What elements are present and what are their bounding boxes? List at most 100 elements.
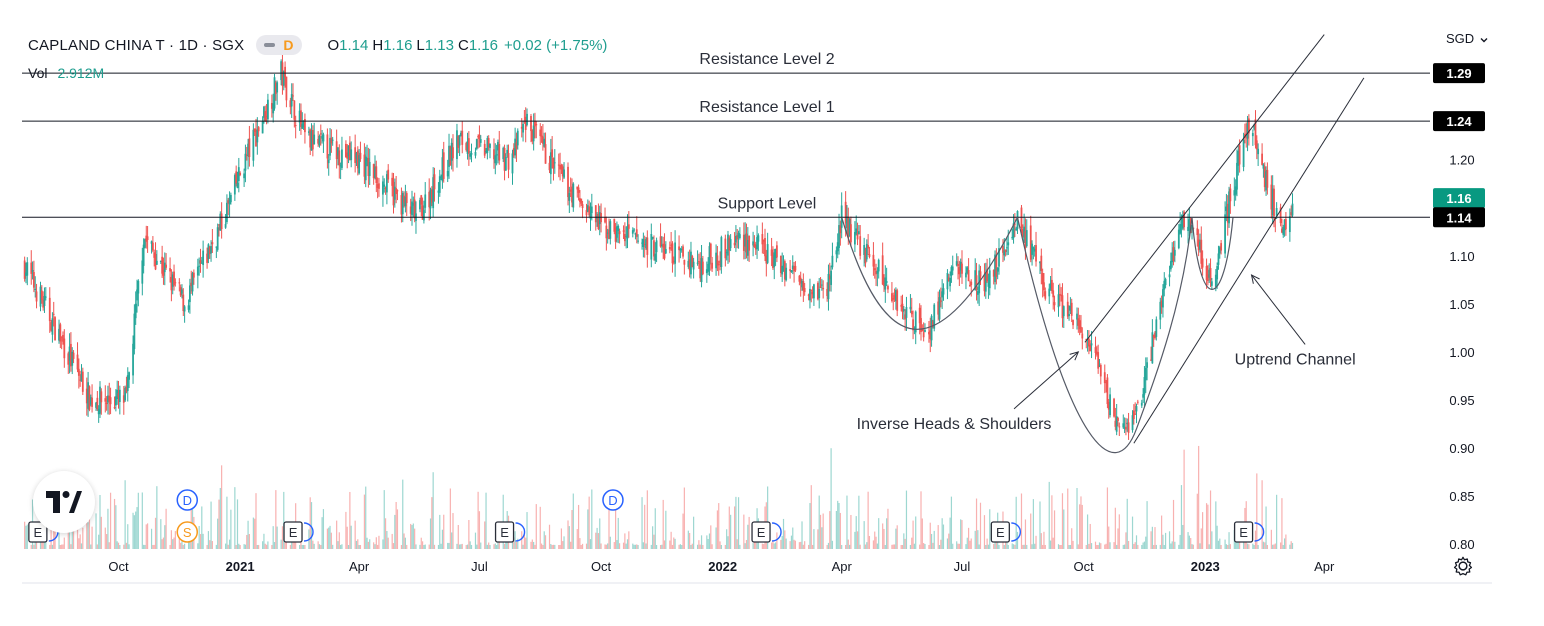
volume-bar bbox=[1117, 528, 1119, 549]
channel-line-1[interactable] bbox=[1133, 77, 1365, 444]
candle-body bbox=[1197, 239, 1200, 251]
candle-body bbox=[1085, 338, 1088, 340]
volume-bar bbox=[1016, 531, 1019, 549]
candle-body bbox=[235, 171, 238, 184]
candle-body bbox=[1275, 207, 1278, 216]
candle-body bbox=[1134, 413, 1137, 415]
volume-bar bbox=[798, 542, 800, 549]
candle-body bbox=[831, 255, 834, 268]
volume-bar bbox=[736, 539, 738, 549]
earnings-event-icon[interactable] bbox=[494, 521, 515, 543]
candle-body bbox=[330, 137, 333, 144]
volume-bar bbox=[949, 517, 951, 549]
candle-body bbox=[1187, 226, 1189, 232]
dividend-event-icon[interactable] bbox=[176, 489, 199, 511]
volume-bar bbox=[599, 518, 601, 549]
candle-body bbox=[995, 255, 998, 277]
split-event-icon[interactable] bbox=[176, 521, 199, 543]
candle-body bbox=[1115, 416, 1118, 432]
volume-bar bbox=[100, 516, 102, 549]
volume-bar bbox=[763, 544, 765, 549]
volume-bar bbox=[70, 544, 72, 549]
price-badge bbox=[1433, 188, 1485, 209]
volume-bar bbox=[715, 527, 717, 549]
volume-bar bbox=[82, 527, 84, 549]
volume-bar bbox=[503, 543, 506, 549]
candle-body bbox=[71, 351, 74, 366]
candle-body bbox=[438, 176, 441, 193]
volume-bar bbox=[909, 544, 912, 549]
candle-body bbox=[1049, 283, 1052, 289]
volume-bar bbox=[696, 544, 699, 549]
volume-bar bbox=[773, 543, 775, 549]
currency-label: SGD bbox=[1446, 31, 1475, 46]
volume-bar bbox=[634, 544, 637, 549]
candle-body bbox=[1007, 242, 1010, 246]
candle-body bbox=[572, 183, 575, 208]
candle-body bbox=[820, 284, 823, 286]
dividend-event-icon[interactable] bbox=[602, 489, 624, 511]
candle-body bbox=[627, 224, 630, 229]
tradingview-logo-icon[interactable] bbox=[33, 471, 95, 533]
volume-bar bbox=[202, 533, 204, 549]
candle-body bbox=[200, 262, 203, 264]
x-tick-label: Apr bbox=[832, 559, 853, 574]
candle-body bbox=[1089, 344, 1092, 352]
candle-body bbox=[448, 145, 450, 167]
market-status-pill[interactable]: D bbox=[256, 35, 302, 55]
candle-body bbox=[1076, 313, 1078, 320]
volume-bar bbox=[587, 509, 589, 549]
earnings-event-icon[interactable] bbox=[1233, 521, 1254, 543]
volume-bar bbox=[125, 542, 128, 549]
candle-body bbox=[892, 298, 895, 300]
gear-icon[interactable] bbox=[1452, 555, 1474, 577]
volume-bar bbox=[929, 522, 931, 549]
high-label: H bbox=[372, 36, 384, 54]
volume-bar bbox=[1142, 542, 1144, 549]
volume-bar bbox=[597, 533, 600, 549]
candle-body bbox=[1053, 302, 1056, 306]
volume-bar bbox=[1043, 531, 1045, 549]
candle-body bbox=[840, 205, 843, 228]
candle-body bbox=[413, 199, 416, 219]
candle-body bbox=[247, 143, 249, 157]
volume-bar bbox=[243, 544, 245, 549]
candle-body bbox=[1002, 246, 1004, 253]
close-value: 1.16 bbox=[468, 36, 499, 54]
candle-body bbox=[1151, 332, 1154, 364]
volume-bar bbox=[1291, 542, 1294, 549]
candle-body bbox=[1109, 394, 1111, 416]
channel-line-0[interactable] bbox=[1084, 34, 1325, 343]
candle-body bbox=[393, 186, 396, 200]
volume-bar bbox=[246, 534, 248, 549]
volume-bar bbox=[248, 534, 250, 549]
candle-body bbox=[515, 142, 518, 149]
symbol-title[interactable]: CAPLAND CHINA T · 1D · SGX bbox=[28, 36, 245, 54]
candle-body bbox=[1168, 274, 1171, 278]
volume-bar bbox=[217, 518, 219, 549]
candle-body bbox=[994, 254, 996, 282]
volume-bar bbox=[1023, 544, 1025, 549]
volume-bar bbox=[87, 522, 89, 549]
dividend-edge-icon bbox=[1254, 522, 1265, 542]
volume-bar bbox=[1068, 544, 1070, 549]
volume-bar bbox=[1248, 544, 1250, 549]
candle-body bbox=[485, 150, 487, 152]
volume-bar bbox=[774, 542, 777, 549]
candle-body bbox=[228, 197, 231, 205]
volume-bar bbox=[433, 544, 436, 549]
candle-body bbox=[68, 346, 71, 361]
earnings-event-icon[interactable] bbox=[28, 521, 48, 543]
earnings-event-icon[interactable] bbox=[283, 521, 303, 543]
candle-body bbox=[396, 190, 399, 192]
volume-bar bbox=[116, 541, 118, 549]
candle-body bbox=[1291, 203, 1294, 216]
earnings-event-icon[interactable] bbox=[751, 521, 771, 543]
candle-body bbox=[383, 184, 386, 187]
earnings-event-icon[interactable] bbox=[990, 521, 1010, 543]
volume-bar bbox=[970, 538, 972, 549]
candle-body bbox=[891, 293, 893, 302]
currency-selector[interactable]: SGD bbox=[1446, 31, 1488, 46]
volume-bar bbox=[724, 544, 726, 549]
